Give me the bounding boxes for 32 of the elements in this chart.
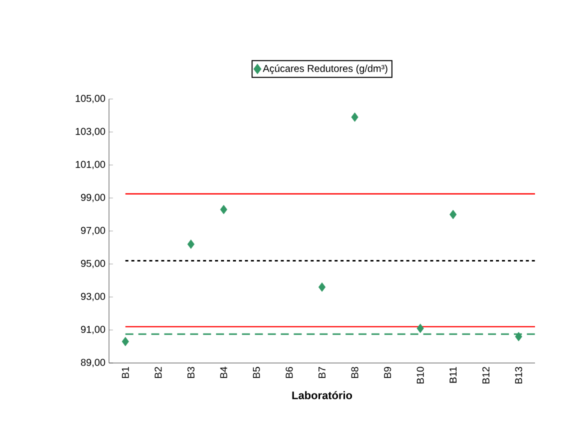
x-tick-label: B4 — [220, 366, 228, 378]
x-tick-label: B12 — [482, 367, 490, 384]
x-tick-label: B2 — [154, 367, 162, 378]
point — [318, 282, 326, 292]
x-tick-label: B7 — [318, 367, 326, 378]
x-tick-label: B6 — [286, 366, 293, 378]
y-tick-label: 91,00 — [81, 326, 106, 334]
point — [187, 240, 194, 249]
x-tick-label: B1 — [122, 366, 129, 378]
x-tick-label: B9 — [384, 366, 392, 378]
x-axis-title: Laboratório — [292, 391, 352, 400]
point — [351, 112, 358, 122]
point — [515, 332, 522, 342]
x-tick-label: B10 — [416, 366, 424, 384]
y-tick-label: 101,00 — [76, 160, 106, 170]
y-tick-label: 97,00 — [81, 226, 106, 236]
point — [122, 336, 129, 346]
y-tick-label: 89,00 — [80, 358, 106, 368]
x-tick-label: B13 — [515, 366, 522, 384]
x-tick-label: B3 — [187, 366, 194, 378]
y-tick-label: 95,00 — [81, 260, 106, 268]
x-tick-label: B8 — [351, 366, 358, 378]
x-tick-label: B11 — [450, 366, 457, 383]
x-tick-label: B5 — [252, 366, 260, 378]
y-tick-label: 105,00 — [76, 94, 106, 104]
point — [220, 204, 228, 214]
y-tick-label: 99,00 — [81, 194, 106, 202]
point — [450, 210, 457, 220]
y-tick-label: 93,00 — [81, 292, 106, 302]
point — [416, 324, 424, 334]
legend-label: Açúcares Redutores (g/dm³) — [262, 64, 388, 74]
y-tick-label: 103,00 — [76, 128, 106, 136]
